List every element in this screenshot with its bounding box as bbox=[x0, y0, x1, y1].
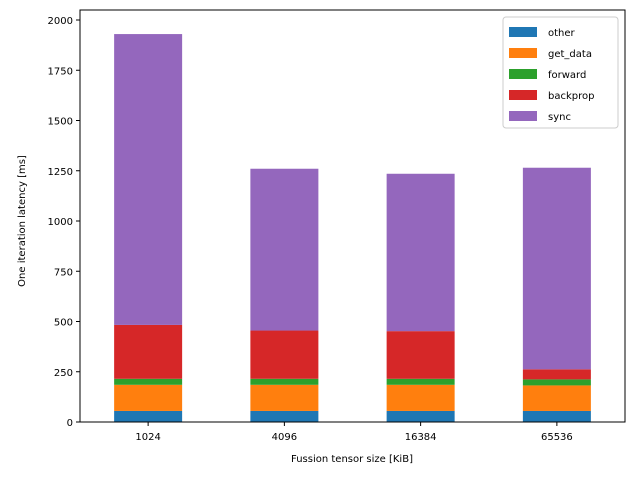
y-tick-label: 2000 bbox=[48, 16, 73, 27]
y-tick-label: 1750 bbox=[48, 66, 73, 77]
bar-forward-4096 bbox=[250, 378, 319, 385]
bar-backprop-16384 bbox=[386, 331, 455, 379]
bars-layer bbox=[114, 34, 591, 422]
legend-label-other: other bbox=[548, 28, 576, 39]
y-axis-label: One iteration latency [ms] bbox=[17, 155, 28, 287]
x-tick-label: 1024 bbox=[135, 432, 160, 443]
bar-sync-4096 bbox=[250, 168, 319, 331]
y-tick-label: 750 bbox=[54, 267, 73, 278]
bar-other-16384 bbox=[386, 410, 455, 422]
bar-other-1024 bbox=[114, 410, 183, 422]
legend-label-backprop: backprop bbox=[548, 91, 594, 102]
y-tick-label: 500 bbox=[54, 318, 73, 329]
bar-get_data-65536 bbox=[522, 385, 591, 411]
bar-backprop-65536 bbox=[522, 369, 591, 380]
legend-swatch-forward bbox=[509, 69, 537, 79]
legend-label-sync: sync bbox=[548, 112, 571, 123]
bar-backprop-1024 bbox=[114, 324, 183, 379]
bar-sync-65536 bbox=[522, 167, 591, 370]
legend-swatch-backprop bbox=[509, 90, 537, 100]
bar-other-65536 bbox=[522, 410, 591, 422]
plot-frame bbox=[79, 9, 626, 423]
legend-swatch-sync bbox=[509, 111, 537, 121]
legend-swatch-get_data bbox=[509, 48, 537, 58]
x-tick-label: 4096 bbox=[272, 432, 297, 443]
axes-layer: 0 250 500 750 1000 1250 1500 1750 2000 1024 4096 16… bbox=[48, 9, 626, 443]
bar-other-4096 bbox=[250, 410, 319, 422]
bar-get_data-4096 bbox=[250, 384, 319, 411]
bar-forward-1024 bbox=[114, 378, 183, 385]
y-tick-label: 1500 bbox=[48, 117, 73, 128]
y-tick-label: 1000 bbox=[48, 217, 73, 228]
bar-backprop-4096 bbox=[250, 330, 319, 379]
legend-swatch-other bbox=[509, 27, 537, 37]
x-tick-label: 65536 bbox=[541, 432, 573, 443]
legend-label-get_data: get_data bbox=[548, 49, 592, 60]
legend-label-forward: forward bbox=[548, 70, 586, 81]
bar-get_data-16384 bbox=[386, 384, 455, 411]
bar-forward-16384 bbox=[386, 378, 455, 385]
bar-sync-16384 bbox=[386, 173, 455, 332]
x-tick-label: 16384 bbox=[405, 432, 437, 443]
y-tick-label: 250 bbox=[54, 368, 73, 379]
y-tick-label: 1250 bbox=[48, 167, 73, 178]
bar-get_data-1024 bbox=[114, 384, 183, 411]
bar-forward-65536 bbox=[522, 379, 591, 386]
y-tick-label: 0 bbox=[67, 418, 73, 429]
legend-box bbox=[502, 16, 619, 129]
x-axis-label: Fussion tensor size [KiB] bbox=[291, 454, 413, 465]
bar-sync-1024 bbox=[114, 34, 183, 325]
